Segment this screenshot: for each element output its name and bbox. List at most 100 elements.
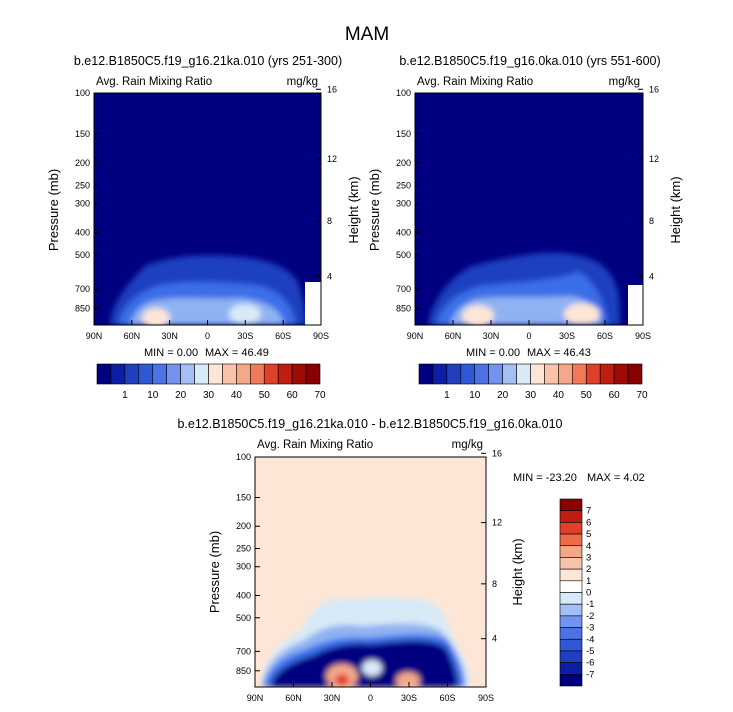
- panel-b-colorbar-swatch: [558, 363, 573, 385]
- panel-a-height-axis: 4 8 12 16: [316, 84, 337, 281]
- panel-a-colorbar-label: 20: [175, 390, 187, 401]
- panel-a-colorbar-label: 40: [231, 390, 243, 401]
- panel-diff-stats-max: MAX = 4.02: [587, 472, 645, 484]
- panel-a-colorbar-label: 10: [147, 390, 159, 401]
- panel-a-ytick-label: 200: [75, 158, 90, 168]
- panel-diff-ylabel: Pressure (mb): [207, 531, 222, 613]
- panel-diff-colorbar-swatch: [559, 615, 583, 628]
- panel-a-colorbar-swatch: [236, 363, 251, 385]
- panel-a-ytick-label: 500: [75, 250, 90, 260]
- panel-b-colorbar-swatch: [613, 363, 629, 385]
- figure-title: MAM: [345, 24, 389, 45]
- panel-b-peak-nh: [462, 305, 494, 325]
- panel-a-title: b.e12.B1850C5.f19_g16.21ka.010 (yrs 251-…: [74, 54, 342, 68]
- panel-b-xtick-label: 30N: [483, 331, 500, 341]
- panel-a-colorbar-label: 1: [122, 390, 128, 401]
- panel-b-field: [415, 93, 643, 325]
- panel-a-htick-label: 8: [327, 216, 332, 226]
- panel-diff-ytick-label: 700: [236, 646, 251, 656]
- panel-diff-ytick-label: 850: [236, 666, 251, 676]
- panel-diff-ytick-label: 400: [236, 590, 251, 600]
- panel-diff-colorbar-label: -1: [586, 599, 594, 610]
- panel-diff-colorbar-label: -3: [586, 623, 594, 634]
- panel-diff-htick-label: 4: [492, 634, 497, 644]
- panel-diff-colorbar-swatch: [559, 522, 583, 535]
- panel-diff-colorbar-label: 3: [586, 552, 591, 563]
- panel-a-colorbar-swatch: [208, 363, 223, 385]
- panel-b-left-label: Avg. Rain Mixing Ratio: [417, 76, 533, 88]
- panel-b-colorbar-label: 40: [553, 390, 565, 401]
- panel-a-rain-pattern: [110, 255, 306, 325]
- panel-diff-colorbar-swatch: [559, 662, 583, 675]
- panel-diff-colorbar-swatch: [559, 533, 583, 547]
- panel-diff-colorbar-label: 7: [586, 506, 591, 517]
- panel-diff-colorbar-swatch: [559, 557, 583, 570]
- panel-diff-ytick-label: 500: [236, 613, 251, 623]
- panel-a-colorbar-swatch: [152, 363, 167, 385]
- panel-a-xtick-label: 60S: [275, 331, 291, 341]
- panel-diff-colorbar-swatch: [559, 674, 583, 687]
- panel-b-ytick-label: 100: [396, 88, 411, 98]
- panel-diff-field: [255, 457, 486, 687]
- panel-b-colorbar-swatch: [446, 363, 462, 385]
- panel-diff-pattern: [262, 597, 470, 687]
- panel-b-colorbar-swatch: [627, 363, 643, 385]
- panel-diff-colorbar-label: 6: [586, 517, 591, 528]
- panel-b-xtick-label: 90S: [635, 331, 651, 341]
- panel-b-colorbar-swatch: [585, 363, 601, 385]
- panel-b-ytick-label: 700: [396, 284, 411, 294]
- panel-b-title: b.e12.B1850C5.f19_g16.0ka.010 (yrs 551-6…: [399, 54, 660, 68]
- panel-diff-title: b.e12.B1850C5.f19_g16.21ka.010 - b.e12.B…: [177, 417, 562, 431]
- panel-a-xtick-label: 30S: [237, 331, 253, 341]
- panel-b-colorbar-swatch: [418, 363, 434, 385]
- panel-b-ytick-label: 150: [396, 129, 411, 139]
- panel-b-htick-label: 8: [649, 216, 654, 226]
- panel-diff-colorbar-swatch: [559, 603, 583, 617]
- panel-b-colorbar-label: 50: [581, 390, 593, 401]
- panel-diff-xtick-label: 0: [368, 693, 373, 703]
- panel-a-colorbar-label: 50: [259, 390, 271, 401]
- panel-b-colorbar-swatch: [432, 363, 448, 385]
- panel-a: b.e12.B1850C5.f19_g16.21ka.010 (yrs 251-…: [46, 54, 361, 401]
- panel-diff-ytick-label: 250: [236, 544, 251, 554]
- panel-b-colorbar-label: 70: [636, 390, 648, 401]
- panel-b-terrain-right: [628, 285, 643, 325]
- panel-diff-stats-min: MIN = -23.20: [513, 472, 577, 484]
- panel-diff-colorbar-swatch: [559, 568, 583, 582]
- panel-a-colorbar-swatch: [250, 363, 265, 385]
- panel-diff-colorbar-label: 2: [586, 564, 591, 575]
- panel-b-ytick-label: 850: [396, 304, 411, 314]
- panel-a-colorbar-swatch: [263, 363, 279, 385]
- panel-b-colorbar-label: 1: [444, 390, 450, 401]
- panel-b-ytick-label: 200: [396, 158, 411, 168]
- panel-a-htick-label: 16: [327, 84, 337, 94]
- panel-diff-htick-label: 16: [492, 448, 502, 458]
- panel-diff-positive-sh: [396, 672, 420, 687]
- panel-diff-left-label: Avg. Rain Mixing Ratio: [257, 439, 373, 451]
- panel-b-colorbar-swatch: [516, 363, 531, 385]
- panel-b-xtick-label: 0: [526, 331, 531, 341]
- panel-a-peak-sh: [229, 304, 261, 324]
- panel-b-colorbar-swatch: [474, 363, 489, 385]
- panel-b-ytick-label: 250: [396, 180, 411, 190]
- panel-diff-y-axis: 100 150 200 250 300 400 500 700 850: [236, 452, 260, 676]
- panel-b-htick-label: 12: [649, 154, 659, 164]
- panel-diff-ytick-label: 150: [236, 493, 251, 503]
- panel-a-xtick-label: 90S: [313, 331, 329, 341]
- panel-a-xtick-label: 30N: [161, 331, 178, 341]
- panel-diff-colorbar-swatch: [559, 510, 583, 523]
- panel-b-units: mg/kg: [609, 76, 640, 88]
- panel-b-colorbar-label: 30: [525, 390, 537, 401]
- panel-diff-x-axis: 90N 60N 30N 0 30S 60S 90S: [247, 682, 494, 703]
- panel-b-xtick-label: 30S: [559, 331, 575, 341]
- panel-diff-colorbar-label: 5: [586, 529, 591, 540]
- panel-b-ytick-label: 400: [396, 228, 411, 238]
- panel-b-colorbar-swatch: [488, 363, 503, 385]
- panel-a-htick-label: 4: [327, 271, 332, 281]
- panel-a-colorbar-swatch: [291, 363, 307, 385]
- panel-a-colorbar-swatch: [277, 363, 293, 385]
- panel-diff-xtick-label: 90S: [478, 693, 494, 703]
- panel-a-ytick-label: 100: [75, 88, 90, 98]
- panel-diff-colorbar-swatch: [559, 498, 583, 511]
- panel-b: b.e12.B1850C5.f19_g16.0ka.010 (yrs 551-6…: [367, 54, 683, 401]
